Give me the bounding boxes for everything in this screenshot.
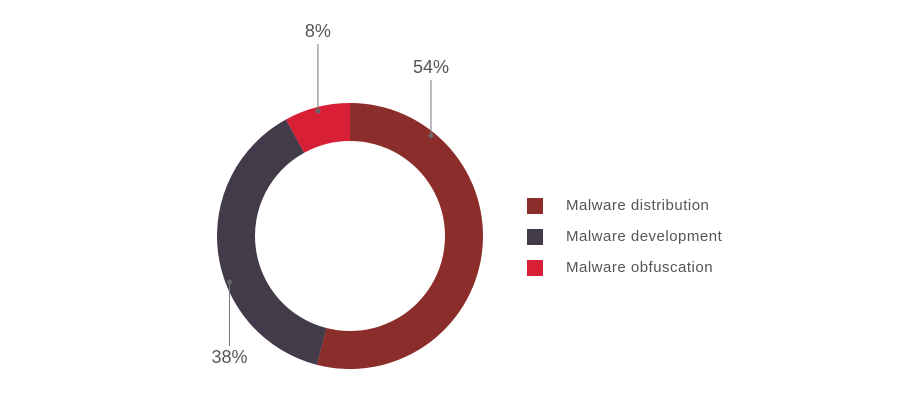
legend-label: Malware distribution <box>566 197 709 214</box>
legend-label: Malware development <box>566 228 723 245</box>
legend-swatch <box>527 260 543 276</box>
leader-dot <box>428 133 434 139</box>
leader-dot <box>226 279 232 285</box>
legend-swatch <box>527 198 543 214</box>
value-label: 38% <box>211 347 247 367</box>
legend-swatch <box>527 229 543 245</box>
donut-slice <box>217 119 327 365</box>
donut-slice <box>285 103 350 153</box>
legend-label: Malware obfuscation <box>566 259 713 276</box>
value-label: 54% <box>413 57 449 77</box>
value-label: 8% <box>305 21 331 41</box>
donut-slice <box>316 103 483 369</box>
leader-dot <box>315 108 321 114</box>
